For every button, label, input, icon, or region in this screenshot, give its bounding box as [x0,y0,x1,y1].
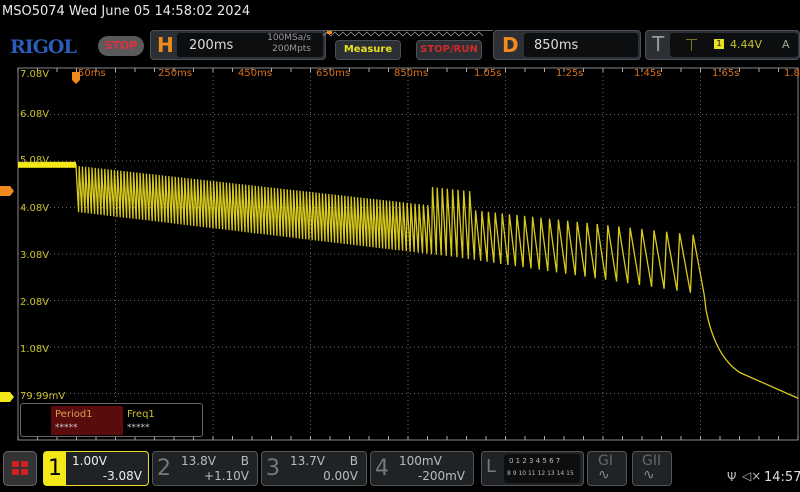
channel-scale: 13.8V [181,454,216,468]
channel-4-panel[interactable]: 4 100mV -200mV [370,451,474,486]
sine-wave-icon: ∿ [598,467,610,483]
delay-value: 850ms [534,38,579,53]
measurement-value-freq: ***** [127,423,150,433]
horizontal-letter: H [157,33,174,57]
channel-offset: -3.08V [102,469,142,483]
channel-3-panel[interactable]: 3 13.7V B 0.00V [261,451,367,486]
channel-2-panel[interactable]: 2 13.8V B +1.10V [152,451,258,486]
time-tick-label: 1.85s [784,68,800,79]
time-tick-label: 650ms [316,68,351,79]
time-tick-label: 250ms [158,68,193,79]
time-tick-label: 1.05s [474,68,502,79]
voltage-tick-label: 2.08V [20,297,50,308]
voltage-tick-label: 3.08V [20,250,50,261]
logic-panel[interactable]: L 0 1 2 3 4 5 6 7 8 9 10 11 12 13 14 15 [481,451,584,486]
channel-bandwidth: B [240,454,249,468]
trigger-mode: A [782,38,790,51]
time-tick-label: 450ms [238,68,273,79]
trigger-position-marker [72,72,80,84]
logic-channels-high: 8 9 10 11 12 13 14 15 [507,470,574,477]
time-tick-label: 1.25s [556,68,584,79]
channel-number: 3 [266,456,280,481]
timebase: 200ms [189,38,234,53]
measure-button[interactable]: Measure [335,40,401,60]
grid-menu-icon [12,461,28,475]
delay-panel[interactable]: D 850ms [493,30,641,60]
time-tick-label: 50ms [78,68,106,79]
trigger-channel: 1 [714,39,724,49]
rising-edge-icon: ⏉ [686,39,697,52]
generator-1-button[interactable]: GI ∿ [587,451,627,486]
measurement-panel[interactable]: Period1 ***** Freq1 ***** [20,403,203,437]
trigger-panel[interactable]: T ⏉ 1 4.44V A [645,30,800,60]
channel-scale: 100mV [399,454,442,468]
logic-channels-low: 0 1 2 3 4 5 6 7 [509,457,561,465]
channel-1-ground-marker [0,392,14,402]
usb-icon: Ψ [727,470,737,484]
channel-1-panel[interactable]: 1 1.00V -3.08V [43,451,149,486]
voltage-tick-label: 5.08V [20,155,50,166]
trigger-level: 4.44V [730,38,763,51]
memory-depth: 200Mpts [272,44,311,54]
channel-1-waveform [18,164,799,399]
channel-1-waveform-start [18,161,76,168]
channel-offset: 0.00V [323,469,358,483]
logic-letter: L [486,456,497,477]
channel-scale: 13.7V [290,454,325,468]
mute-icon[interactable]: ◁× [742,469,762,483]
measurement-value-period: ***** [55,423,78,433]
generator-label: GII [642,453,662,469]
time-tick-label: 1.45s [634,68,662,79]
channel-number: 1 [48,456,62,481]
channel-offset: -200mV [417,469,465,483]
channel-number: 4 [375,456,389,481]
stop-run-button[interactable]: STOP/RUN [416,40,482,60]
voltage-tick-label: 6.08V [20,109,50,120]
measurement-label-period: Period1 [55,409,93,420]
channel-number: 2 [157,456,171,481]
voltage-tick-label: 7.08V [20,69,50,80]
delay-letter: D [502,33,519,57]
voltage-tick-label: 4.08V [20,203,50,214]
measurement-label-freq: Freq1 [127,409,155,420]
instrument-title: MSO5074 Wed June 05 14:58:02 2024 [2,4,251,19]
time-tick-label: 1.65s [712,68,740,79]
horizontal-panel[interactable]: H 200ms 100MSa/s 200Mpts [150,30,326,60]
trigger-level-marker [0,186,14,196]
trigger-letter: T [652,32,665,56]
voltage-tick-label: 1.08V [20,344,50,355]
navigation-button[interactable] [3,451,37,486]
clock: 14:57 [764,470,800,485]
waveform-overview-strip [323,30,493,37]
sample-rate: 100MSa/s [267,33,311,43]
generator-label: GI [598,453,613,469]
voltage-tick-label: 79.99mV [20,391,66,402]
rigol-logo: RIGOL [10,36,77,58]
channel-offset: +1.10V [204,469,249,483]
channel-scale: 1.00V [72,454,107,468]
generator-2-button[interactable]: GII ∿ [632,451,672,486]
time-tick-label: 850ms [394,68,429,79]
channel-bandwidth: B [349,454,358,468]
sine-wave-icon: ∿ [643,467,655,483]
run-state-badge[interactable]: STOP [98,36,144,56]
